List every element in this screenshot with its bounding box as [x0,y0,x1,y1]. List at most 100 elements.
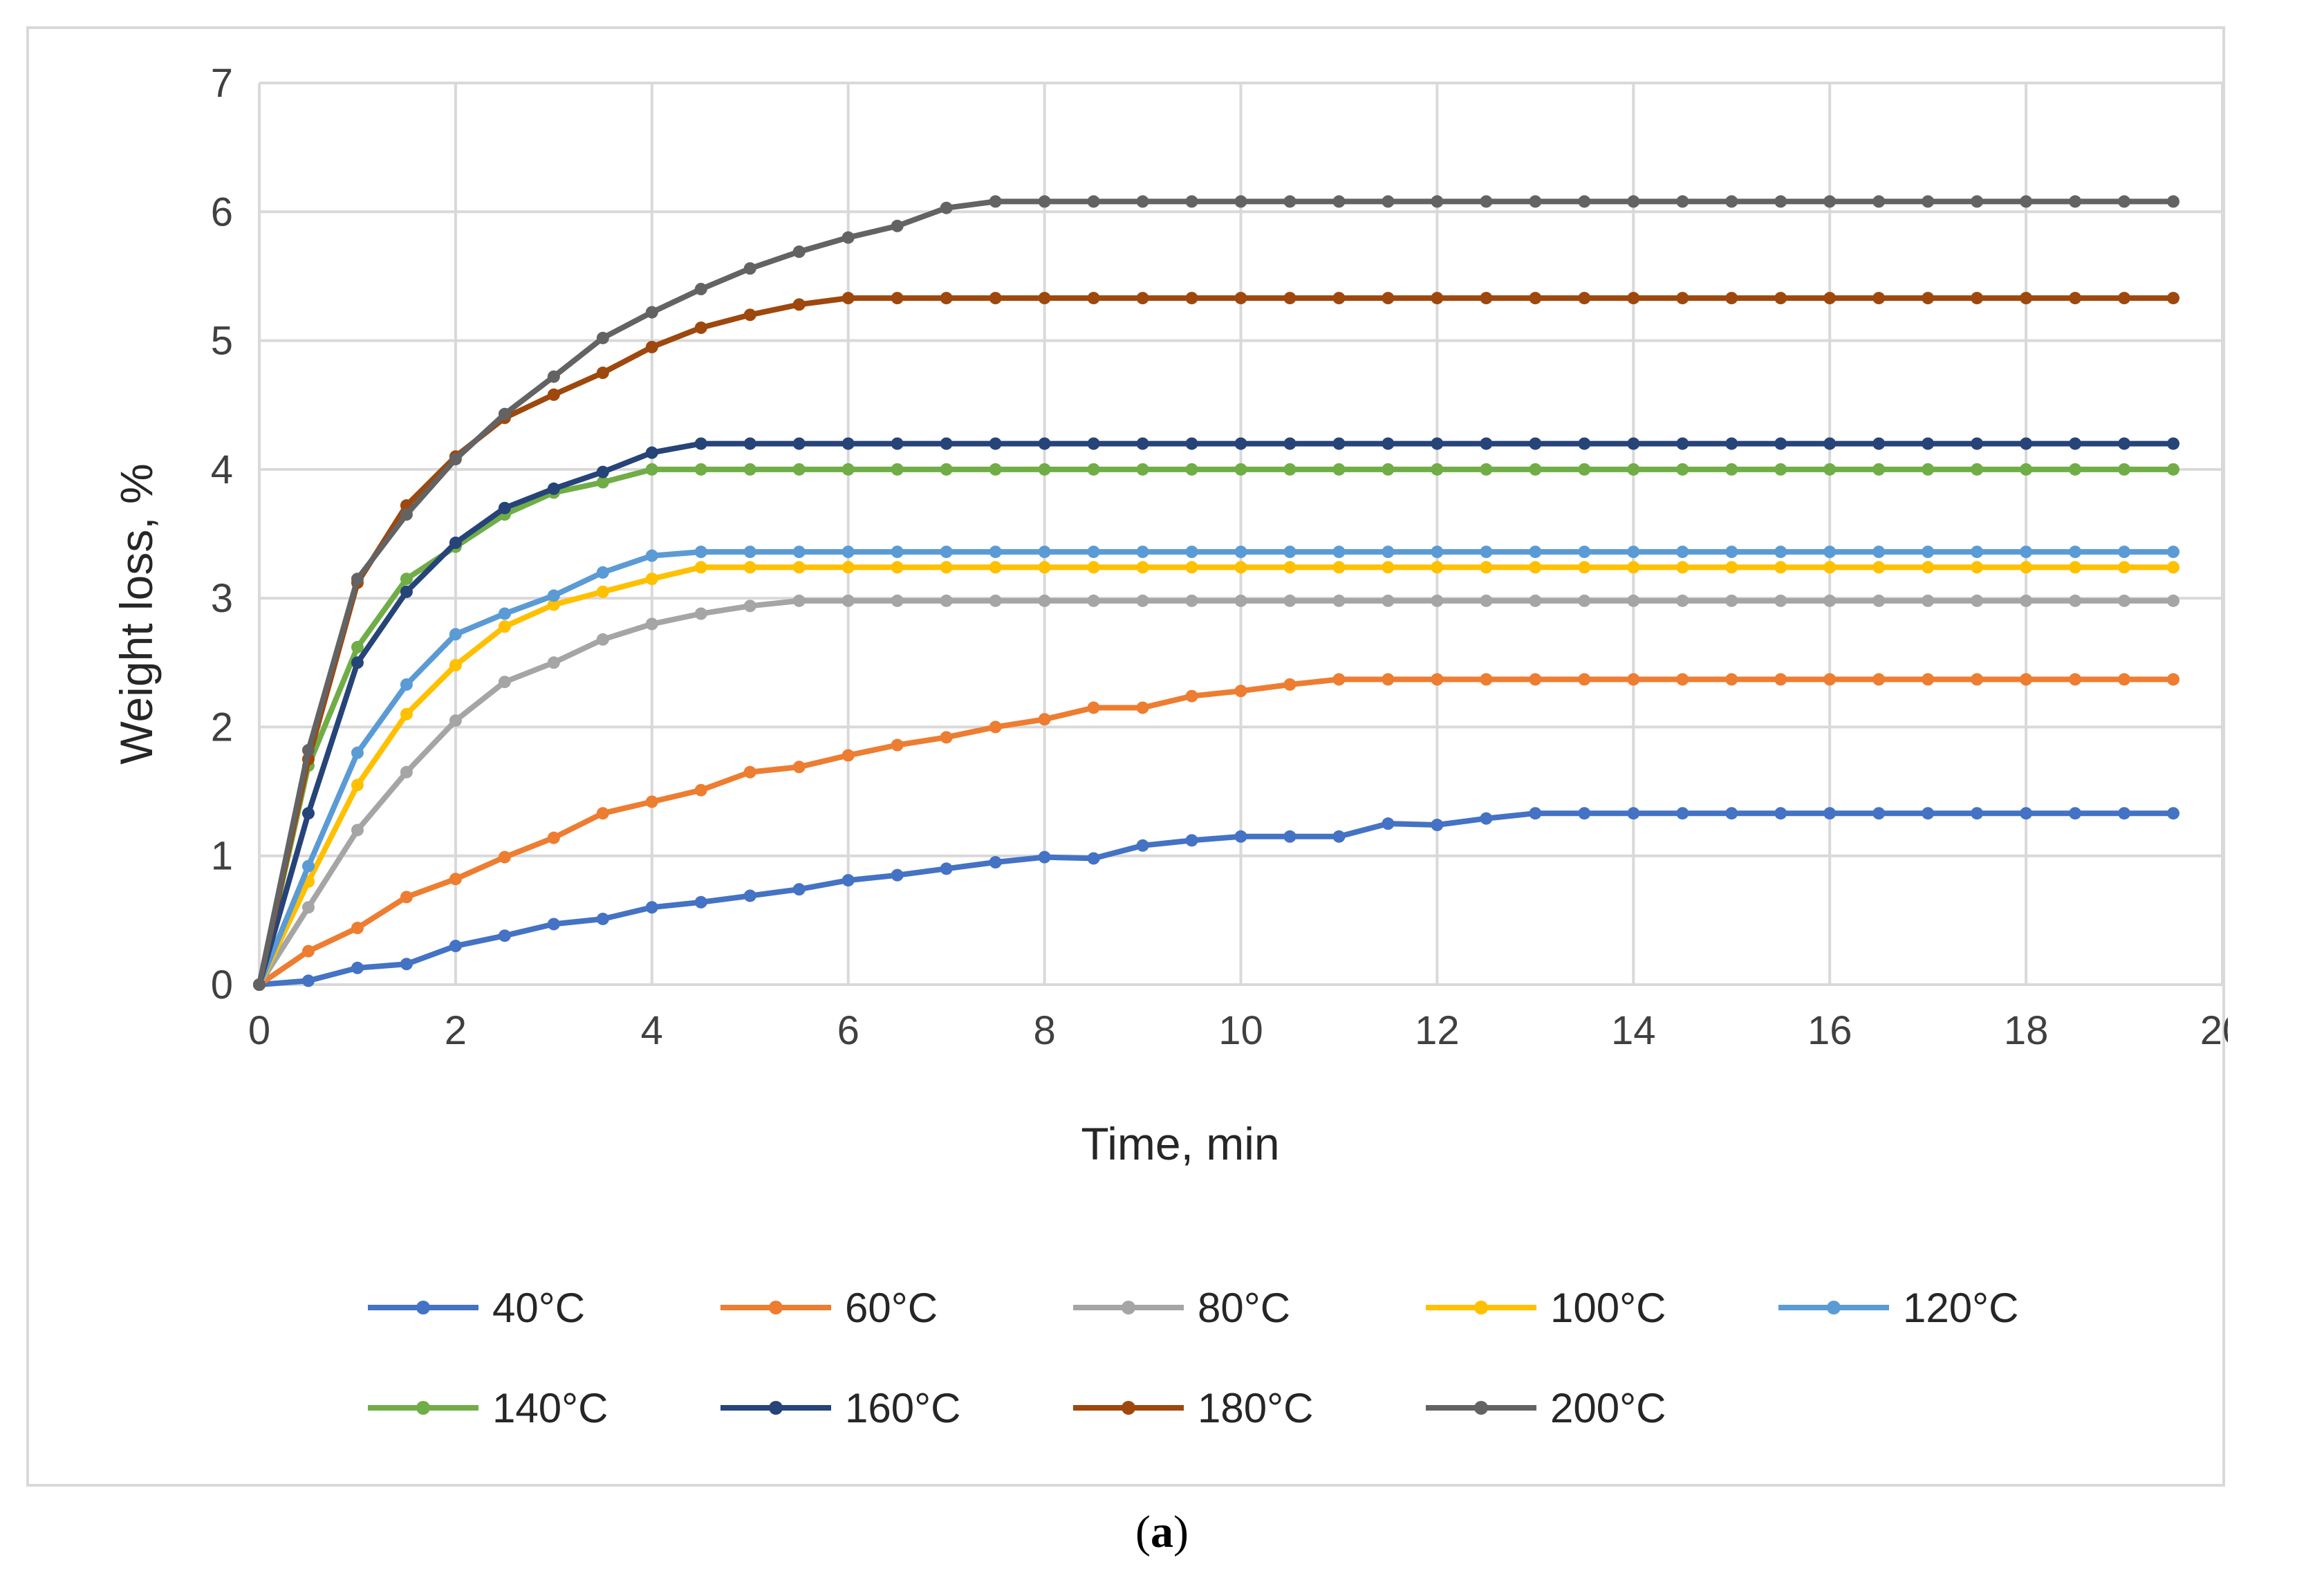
series-120CC [253,546,2180,991]
data-point [1480,673,1493,686]
x-tick-label: 2 [445,1008,467,1053]
data-point [2167,594,2180,607]
data-point [1971,292,1984,305]
data-point [1529,673,1542,686]
data-point [400,508,413,521]
legend-item: 60°C [721,1285,938,1331]
data-point [842,874,855,887]
data-point [1332,594,1346,607]
data-point [1136,701,1149,714]
data-point [1332,830,1346,843]
data-point [940,201,953,214]
legend-label: 200°C [1550,1385,1666,1431]
series-line [257,676,2176,987]
data-point [1087,463,1100,476]
data-point [301,901,315,914]
data-point [2020,463,2033,476]
series-layer [253,195,2180,991]
data-point [1529,437,1542,450]
data-point [2069,195,2082,208]
data-point [842,231,855,244]
data-point [1480,594,1493,607]
data-point [1676,463,1689,476]
data-point [645,340,658,353]
data-point [2020,437,2033,450]
data-point [1480,561,1493,574]
data-point [1774,673,1787,686]
data-point [498,407,511,420]
data-point [400,585,413,598]
data-point [1725,594,1738,607]
data-point [1480,812,1493,825]
data-point [1823,594,1837,607]
data-point [1185,437,1198,450]
data-point [1676,807,1689,820]
data-point [891,292,904,305]
series-line [257,295,2176,987]
data-point [2069,561,2082,574]
data-point [1627,292,1640,305]
data-point [1676,673,1689,686]
data-point [498,850,511,864]
data-point [1087,852,1100,865]
data-point [1725,673,1738,686]
data-point [1431,546,1444,559]
data-point [1185,561,1198,574]
x-tick-label: 0 [248,1008,270,1053]
data-point [1382,292,1395,305]
data-point [449,628,462,641]
x-tick-label: 14 [1611,1008,1656,1053]
data-point [1823,463,1837,476]
data-point [1480,195,1493,208]
data-point [2069,437,2082,450]
legend-swatch-marker [416,1301,430,1314]
data-point [940,437,953,450]
data-point [1823,437,1837,450]
data-point [645,617,658,631]
caption-open: ( [1135,1507,1151,1557]
data-point [547,370,560,383]
data-point [1578,673,1591,686]
data-point [1087,594,1100,607]
data-point [1922,807,1935,820]
data-point [1283,463,1296,476]
data-point [1922,463,1935,476]
data-point [2167,807,2180,820]
data-point [498,501,511,514]
data-point [1234,546,1247,559]
data-point [2167,195,2180,208]
data-point [1480,546,1493,559]
data-point [891,738,904,752]
data-point [1480,463,1493,476]
series-line [257,810,2176,987]
data-point [2118,561,2131,574]
data-point [1578,292,1591,305]
data-point [694,895,707,909]
x-tick-label: 20 [2200,1008,2228,1053]
data-point [547,918,560,931]
data-point [1971,807,1984,820]
data-point [1872,561,1886,574]
x-tick-label: 6 [837,1008,859,1053]
data-point [400,678,413,691]
data-point [1185,292,1198,305]
data-point [1382,561,1395,574]
data-point [449,452,462,465]
data-point [1774,437,1787,450]
data-point [2167,561,2180,574]
data-point [792,546,806,559]
data-point [1431,437,1444,450]
data-point [1971,673,1984,686]
data-point [1185,834,1198,847]
data-point [743,546,756,559]
data-point [1676,546,1689,559]
series-line [257,597,2176,987]
series-80CC [253,594,2180,991]
legend-swatch-marker [1122,1301,1135,1314]
data-point [1136,463,1149,476]
data-point [2167,463,2180,476]
data-point [1283,594,1296,607]
data-point [2020,561,2033,574]
series-140CC [253,463,2180,991]
x-tick-label: 16 [1807,1008,1852,1053]
